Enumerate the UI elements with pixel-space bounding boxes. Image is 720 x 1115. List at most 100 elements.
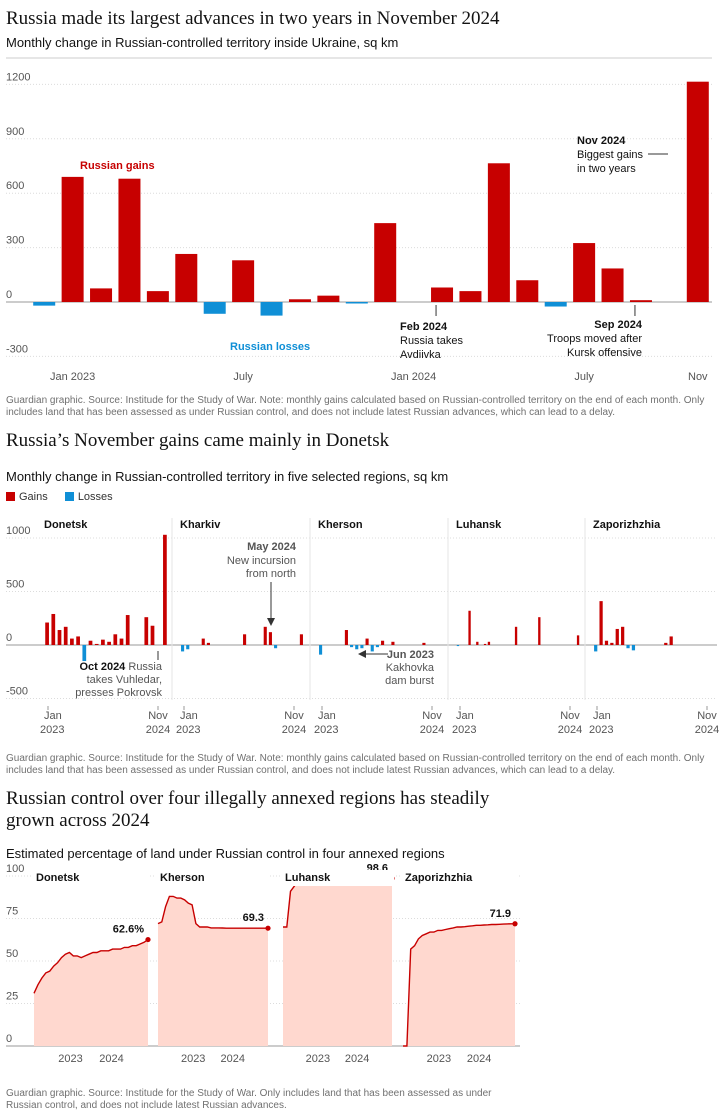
bar-donetsk (70, 638, 74, 645)
chart3-title: Russian control over four illegally anne… (6, 788, 489, 832)
bar-luhansk (476, 641, 479, 645)
x-tick-label: 2024 (345, 1053, 369, 1065)
bar-kherson (391, 641, 395, 645)
x-tick-label: Jan (318, 710, 336, 722)
line-zaporizhzhia (403, 923, 515, 1047)
x-tick-label: 2024 (695, 724, 719, 736)
sep-annotation-line2: Kursk offensive (567, 347, 642, 359)
end-label-zaporizhzhia: 71.9 (490, 908, 511, 920)
y-tick-label: 300 (6, 235, 24, 247)
russian-gains-label: Russian gains (80, 160, 155, 172)
panel-title-luhansk: Luhansk (285, 872, 331, 884)
jun-annotation-title: Jun 2023 (387, 649, 434, 661)
x-tick-label: 2024 (467, 1053, 491, 1065)
bar-dec-2022 (33, 302, 56, 306)
bar-jul-2024 (573, 243, 596, 302)
bar-kherson (422, 642, 426, 645)
area-luhansk (283, 877, 392, 1046)
panel-title-donetsk: Donetsk (44, 519, 88, 531)
y-tick-label: -300 (6, 343, 28, 355)
panel-title-zaporizhzhia: Zaporizhzhia (593, 519, 661, 531)
panel-title-kherson: Kherson (160, 872, 205, 884)
x-tick-label: July (574, 371, 594, 383)
may-annotation-arrowhead (267, 618, 275, 626)
chart1-subtitle: Monthly change in Russian-controlled ter… (6, 35, 399, 50)
bar-kherson (365, 638, 369, 645)
chart3-note-line2: Russian control, and does not include la… (6, 1100, 287, 1111)
x-tick-label: Jan 2023 (50, 371, 95, 383)
oct-annotation-line1: Oct 2024 Russia (79, 661, 162, 673)
nov-annotation-title: Nov 2024 (577, 135, 626, 147)
bar-luhansk (487, 641, 491, 645)
bar-jun-2023 (203, 302, 226, 314)
bar-donetsk (63, 626, 68, 645)
panel-title-donetsk: Donetsk (36, 872, 80, 884)
bar-kharkiv (181, 645, 185, 652)
bar-donetsk (107, 641, 111, 645)
bar-zaporizhzhia (669, 636, 673, 645)
bar-luhansk (538, 617, 541, 645)
chart3-note: Guardian graphic. Source: Institude for … (6, 1088, 711, 1112)
russian-losses-label: Russian losses (230, 341, 310, 353)
bar-donetsk (45, 622, 49, 645)
oct-annotation-line2: takes Vuhledar, (87, 674, 162, 686)
oct-annotation-line3: presses Pokrovsk (75, 687, 162, 699)
bar-kharkiv (299, 634, 303, 645)
chart2-title: Russia’s November gains came mainly in D… (6, 430, 390, 451)
bar-donetsk (94, 643, 99, 645)
bar-feb-2024 (431, 287, 454, 302)
may-annotation-line2: from north (246, 568, 296, 580)
bar-donetsk (82, 645, 87, 662)
bar-donetsk (113, 634, 118, 645)
y-tick-label: 900 (6, 126, 24, 138)
bar-sep-2023 (288, 299, 311, 302)
x-tick-label: 2023 (181, 1053, 205, 1065)
bar-apr-2023 (146, 291, 169, 302)
bar-kherson (381, 640, 385, 645)
x-tick-label: 2023 (176, 724, 200, 736)
y-tick-label: 100 (6, 863, 24, 875)
end-label-kherson: 69.3 (243, 912, 264, 924)
panel-title-bg (32, 870, 150, 886)
bar-zaporizhzhia (610, 642, 614, 645)
feb-annotation-line2: Avdiivka (400, 349, 442, 361)
bar-feb-2023 (90, 288, 113, 302)
bar-donetsk (150, 625, 155, 645)
bar-jan-2023 (61, 176, 84, 302)
bar-sep-2024 (629, 300, 652, 302)
bar-luhansk (514, 626, 518, 645)
y-tick-label: 25 (6, 991, 18, 1003)
end-dot-donetsk (145, 936, 151, 943)
sep-annotation-line1: Troops moved after (547, 333, 642, 345)
y-tick-label: 50 (6, 948, 18, 960)
bar-aug-2023 (260, 302, 283, 316)
jun-annotation-line2: dam burst (385, 675, 434, 687)
bar-kherson (375, 645, 379, 648)
bar-zaporizhzhia (631, 645, 636, 651)
bar-donetsk (125, 615, 130, 645)
bar-nov-2023 (345, 302, 368, 304)
line-donetsk (33, 939, 149, 994)
y-tick-label: 0 (6, 632, 12, 644)
x-tick-label: 2023 (314, 724, 338, 736)
x-tick-label: 2024 (146, 724, 170, 736)
bar-kherson (344, 630, 348, 645)
chart3-subtitle: Estimated percentage of land under Russi… (6, 846, 445, 861)
chart3-svg: 100 75 50 25 0 62.6% Donetsk 2023 2024 69.3 Kherso… (6, 862, 520, 1065)
panel-title-bg (401, 870, 517, 886)
bar-donetsk (144, 617, 149, 645)
x-tick-label: 2023 (58, 1053, 82, 1065)
feb-annotation-line1: Russia takes (400, 335, 463, 347)
line-kherson (157, 895, 268, 929)
bar-kharkiv (243, 634, 247, 645)
x-tick-label: 2024 (558, 724, 582, 736)
y-tick-label: 1200 (6, 71, 30, 83)
bar-donetsk (57, 630, 62, 645)
x-tick-label: Nov (284, 710, 304, 722)
y-tick-label: 75 (6, 906, 18, 918)
x-tick-label: Jan (44, 710, 62, 722)
may-annotation-line1: New incursion (227, 555, 296, 567)
bar-zaporizhzhia (664, 642, 668, 645)
bar-kharkiv (206, 642, 210, 645)
jun-annotation-arrowhead (358, 650, 366, 658)
